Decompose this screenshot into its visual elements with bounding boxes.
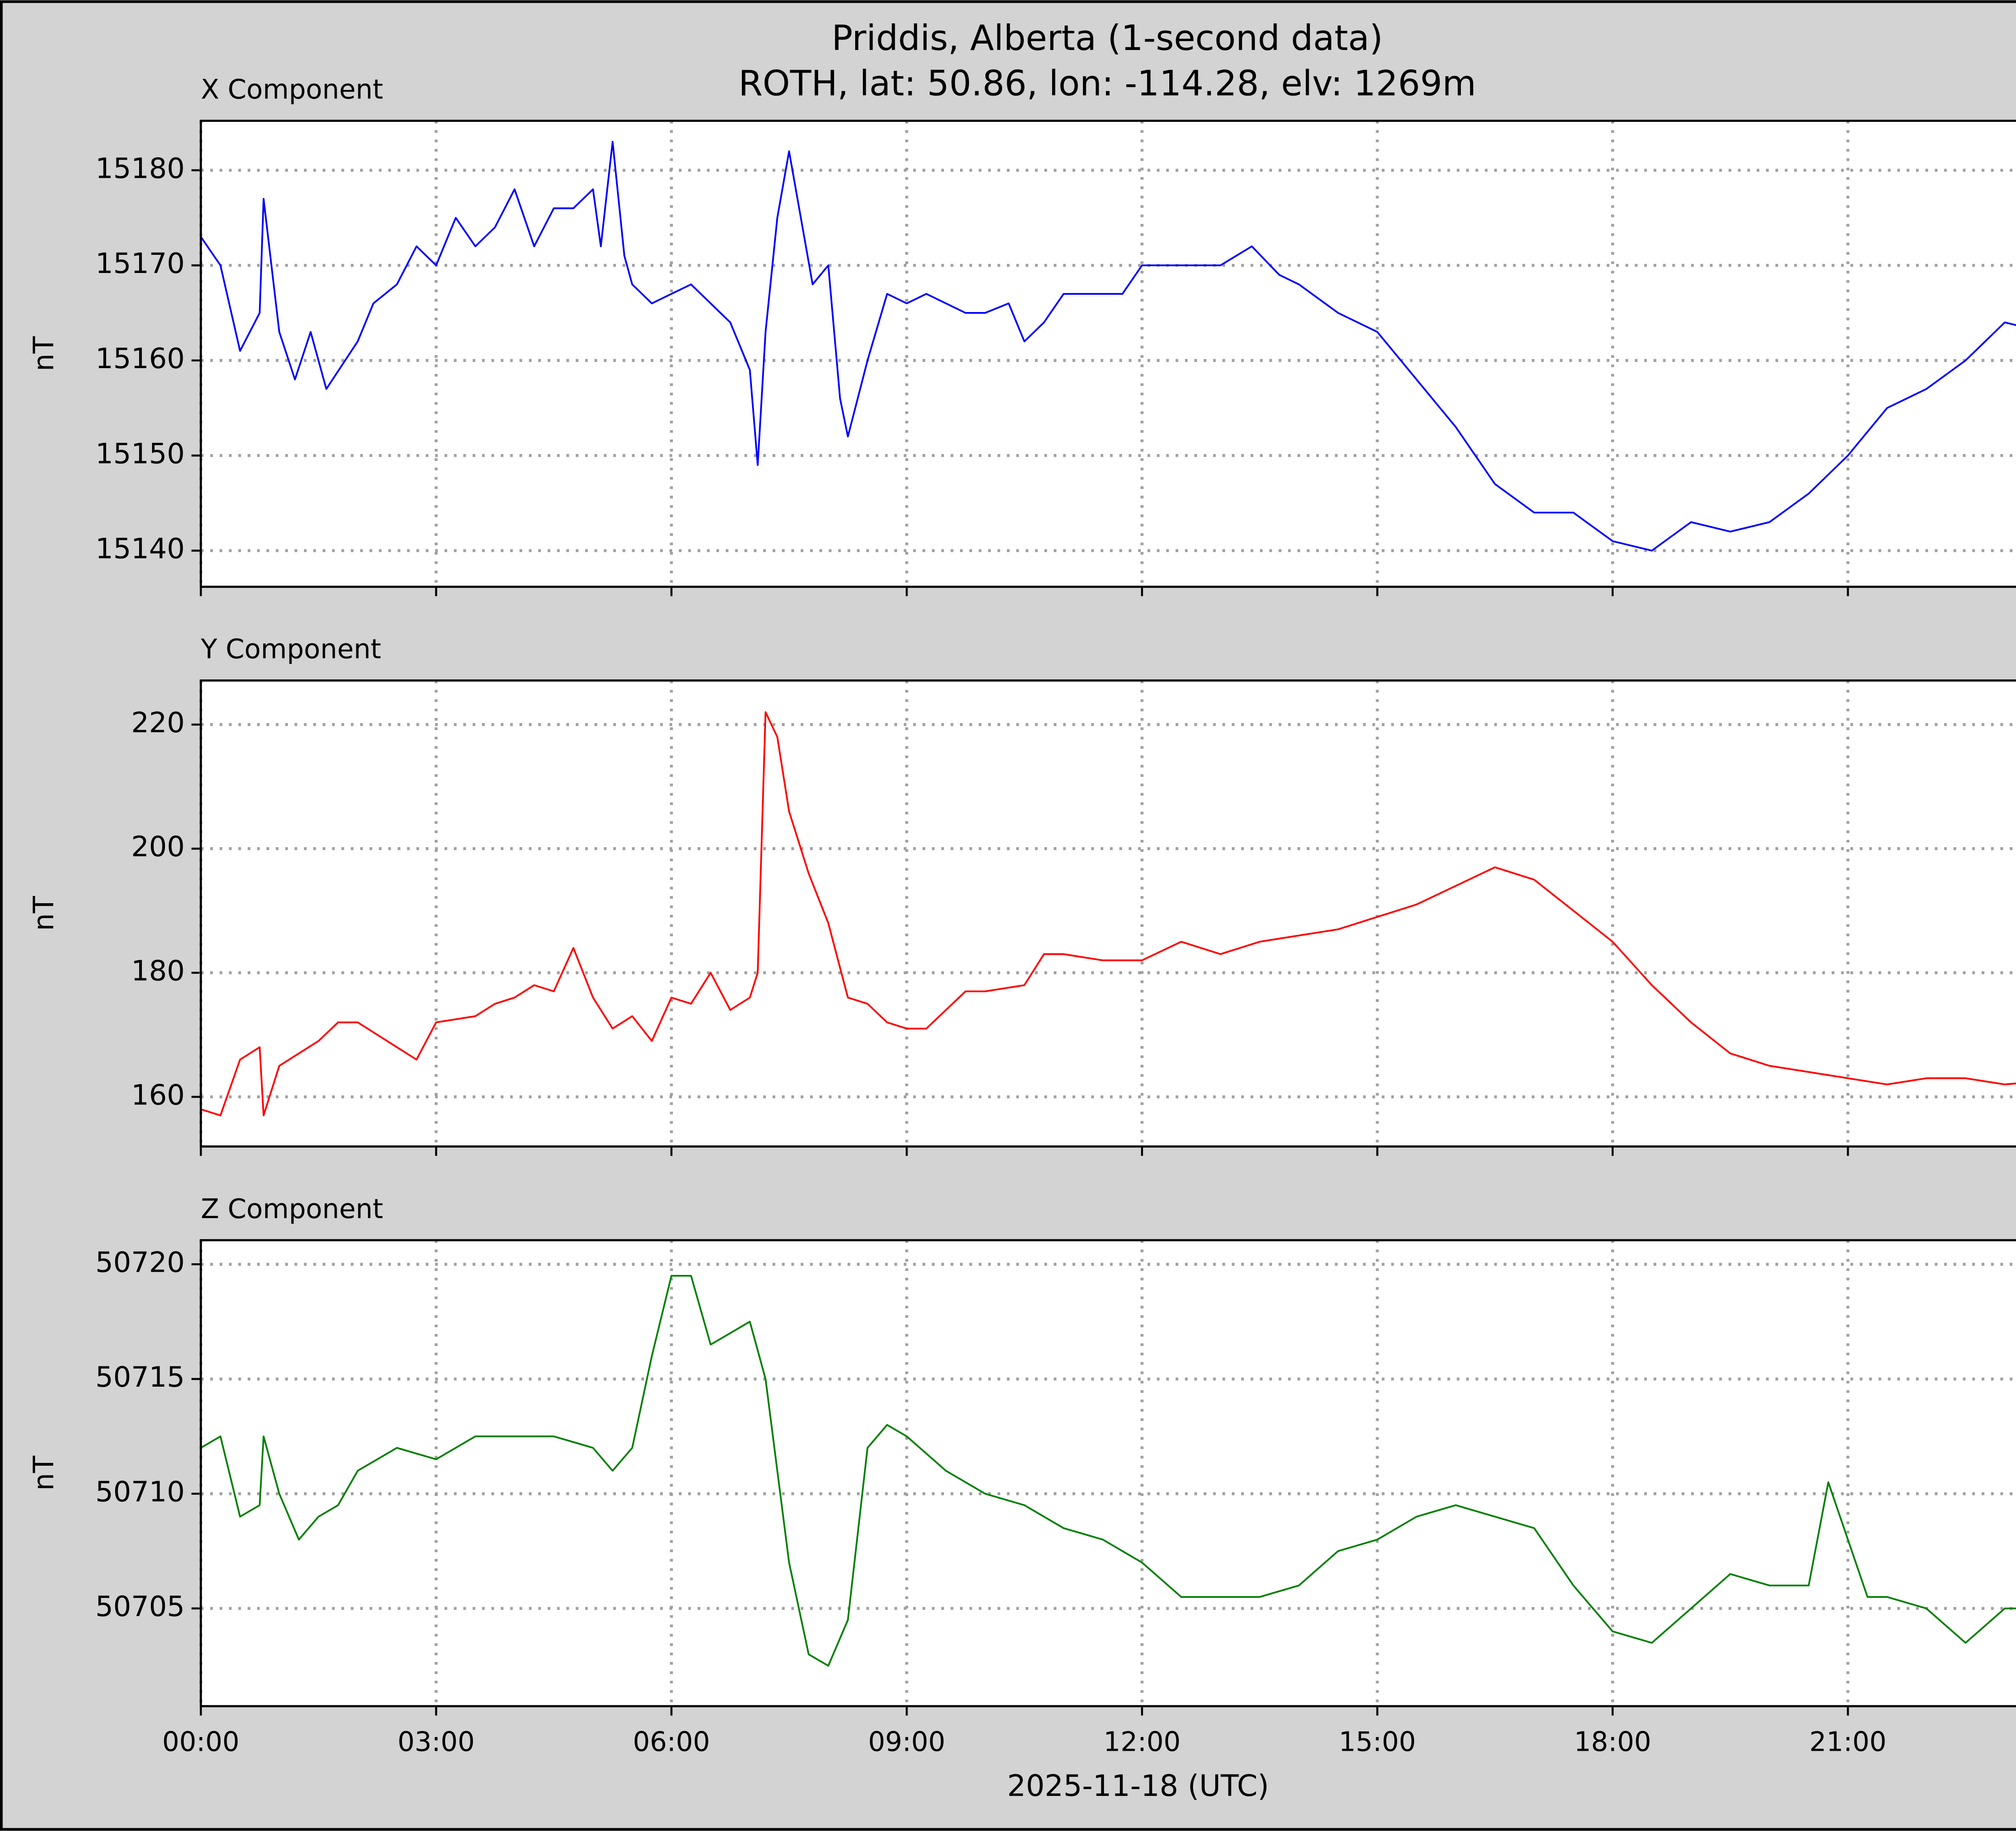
y-tick-label: 15170 xyxy=(95,247,185,280)
y-tick-label: 15150 xyxy=(95,437,185,470)
y-tick-label: 15180 xyxy=(95,152,185,185)
x-tick-label: 03:00 xyxy=(398,1726,475,1757)
y-tick-label: 50710 xyxy=(95,1476,185,1508)
x-tick-label: 00:00 xyxy=(162,1726,239,1757)
plot-area xyxy=(201,121,2016,587)
plot-frame xyxy=(200,1239,2016,1708)
x-tick-label: 18:00 xyxy=(1574,1726,1651,1757)
plot-frame xyxy=(200,679,2016,1148)
y-tick-label: 200 xyxy=(131,831,185,863)
plot-area xyxy=(201,1240,2016,1706)
x-tick-label: 15:00 xyxy=(1339,1726,1416,1757)
figure-subtitle: ROTH, lat: 50.86, lon: -114.28, elv: 126… xyxy=(738,64,1476,104)
data-line xyxy=(200,711,2016,1117)
y-tick-label: 220 xyxy=(131,706,185,739)
y-tick-label: 50720 xyxy=(95,1246,185,1279)
x-axis-label: 2025-11-18 (UTC) xyxy=(1007,1769,1269,1803)
y-tick-label: 50715 xyxy=(95,1361,185,1394)
y-tick-label: 160 xyxy=(131,1079,185,1111)
panel-title: X Component xyxy=(201,74,383,105)
y-tick-label: 15160 xyxy=(95,342,185,375)
y-axis-label: nT xyxy=(27,336,60,371)
plot-area xyxy=(201,680,2016,1147)
y-axis-label: nT xyxy=(27,1456,60,1491)
y-axis-label: nT xyxy=(27,896,60,931)
plot-frame xyxy=(200,119,2016,588)
panel-title: Z Component xyxy=(201,1193,383,1225)
x-tick-label: 06:00 xyxy=(633,1726,710,1757)
figure-title: Priddis, Alberta (1-second data) xyxy=(832,18,1383,58)
data-line xyxy=(200,1275,2016,1667)
y-tick-label: 180 xyxy=(131,955,185,987)
panel-title: Y Component xyxy=(200,633,381,665)
x-tick-label: 12:00 xyxy=(1104,1726,1181,1757)
y-tick-label: 50705 xyxy=(95,1590,185,1623)
x-tick-label: 21:00 xyxy=(1809,1726,1886,1757)
x-tick-label: 09:00 xyxy=(868,1726,945,1757)
data-line xyxy=(200,141,2016,552)
y-tick-label: 15140 xyxy=(95,533,185,565)
